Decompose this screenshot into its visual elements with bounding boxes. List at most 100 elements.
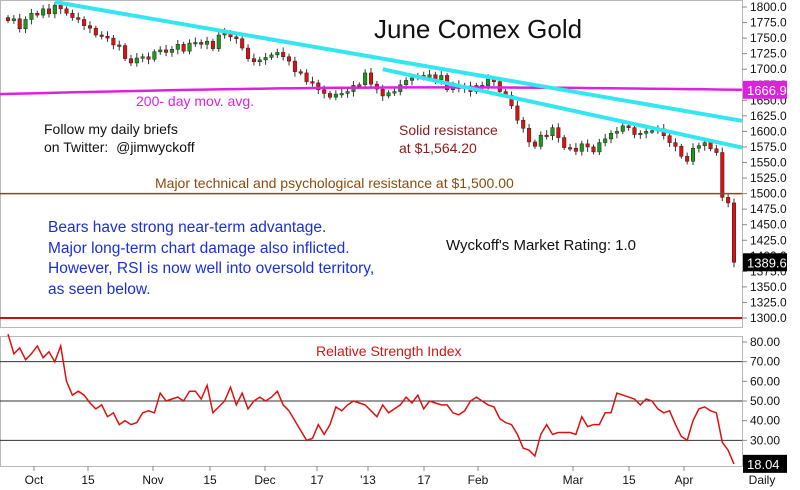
candle-body	[316, 82, 321, 90]
candle-body	[609, 133, 614, 140]
candle-body	[708, 142, 713, 150]
rsi-tick-label: 70.00	[750, 355, 780, 369]
candle-body	[515, 105, 520, 121]
candle-body	[527, 128, 532, 143]
rsi-line	[7, 333, 735, 465]
candle-body	[70, 12, 75, 18]
candle-body	[251, 58, 256, 62]
price-tick-label: 1600.0	[750, 124, 787, 138]
candle-body	[363, 72, 368, 85]
moving-average-value-label: 1666.9	[747, 83, 787, 98]
candle-body	[673, 142, 678, 147]
candle-body	[427, 74, 432, 78]
candle-body	[17, 18, 22, 30]
price-tick-label: 1450.0	[750, 218, 787, 232]
price-tick-label: 1500.0	[750, 187, 787, 201]
candle-body	[486, 78, 491, 87]
candle-body	[298, 71, 303, 74]
candle-body	[532, 141, 537, 147]
candle-body	[187, 42, 192, 52]
candle-body	[58, 4, 63, 10]
candle-body	[667, 135, 672, 143]
candle-body	[23, 19, 28, 30]
candle-body	[380, 88, 385, 97]
x-axis-label: 17	[417, 473, 431, 487]
price-tick-label: 1575.0	[750, 140, 787, 154]
candle-body	[117, 44, 122, 47]
x-axis-label: 15	[81, 473, 95, 487]
rsi-last-value-box	[743, 454, 787, 473]
x-axis-label: 15	[203, 473, 217, 487]
candle-body	[134, 57, 139, 64]
candle-body	[246, 47, 251, 59]
candle-body	[193, 42, 198, 45]
candle-body	[573, 147, 578, 152]
x-axis-label: 15	[622, 473, 636, 487]
commentary: Bears have strong near-term advantage. M…	[48, 219, 375, 298]
candle-body	[679, 146, 684, 157]
candle-body	[579, 143, 584, 152]
x-axis-label: Apr	[675, 473, 694, 487]
price-tick-label: 1350.0	[750, 280, 787, 294]
x-axis-label: Dec	[254, 473, 275, 487]
candle-body	[357, 84, 362, 87]
candle-body	[439, 75, 444, 81]
price-tick-label: 1425.0	[750, 233, 787, 247]
candle-body	[550, 127, 555, 137]
candle-body	[99, 34, 104, 37]
candle-body	[287, 56, 292, 62]
x-axis-label: 17	[310, 473, 324, 487]
candle-body	[328, 93, 333, 98]
candle-body	[603, 138, 608, 143]
candle-body	[275, 52, 280, 56]
price-tick-label: 1325.0	[750, 295, 787, 309]
trendline-upper	[54, 0, 743, 123]
candle-body	[87, 25, 92, 29]
candle-body	[585, 143, 590, 148]
candle-body	[76, 17, 81, 20]
candle-body	[339, 93, 344, 96]
x-axis-label: Feb	[468, 473, 489, 487]
candle-body	[128, 58, 133, 64]
candle-body	[263, 57, 268, 61]
rsi-title: Relative Strength Index	[316, 343, 462, 359]
moving-average-value-box	[743, 80, 787, 99]
candle-body	[614, 131, 619, 134]
candle-body	[123, 45, 128, 59]
candle-body	[304, 72, 309, 82]
candle-body	[620, 125, 625, 132]
candle-body	[52, 4, 57, 15]
candle-body	[310, 81, 315, 84]
candle-body	[5, 17, 11, 21]
rsi-tick-label: 50.00	[750, 394, 780, 408]
candle-body	[731, 202, 737, 263]
x-axis-label: '13	[360, 473, 376, 487]
price-tick-label: 1300.0	[750, 311, 787, 325]
candle-body	[46, 8, 51, 15]
twitter-note: Follow my daily briefs on Twitter: @jimw…	[44, 121, 195, 155]
trendline-lower	[382, 67, 743, 150]
candle-body	[696, 145, 701, 149]
candle-body	[544, 134, 549, 137]
candle-body	[146, 56, 151, 60]
price-panel-frame	[0, 0, 743, 328]
price-tick-label: 1525.0	[750, 171, 787, 185]
price-tick-label: 1550.0	[750, 156, 787, 170]
moving-average-label: 200- day mov. avg.	[136, 93, 255, 109]
candle-body	[597, 142, 602, 153]
moving-average-line	[0, 86, 743, 96]
candle-body	[269, 54, 274, 58]
candle-body	[35, 12, 40, 16]
candle-body	[175, 44, 180, 50]
candle-body	[111, 37, 116, 46]
price-tick-label: 1700.0	[750, 62, 787, 76]
candle-body	[82, 19, 87, 26]
last-price-label: 1389.6	[747, 255, 787, 270]
candle-body	[521, 119, 526, 129]
candle-body	[164, 49, 169, 53]
candle-body	[158, 49, 163, 53]
candle-body	[240, 38, 245, 49]
candle-body	[199, 42, 204, 45]
candle-body	[292, 60, 297, 72]
rsi-tick-label: 60.00	[750, 374, 780, 388]
